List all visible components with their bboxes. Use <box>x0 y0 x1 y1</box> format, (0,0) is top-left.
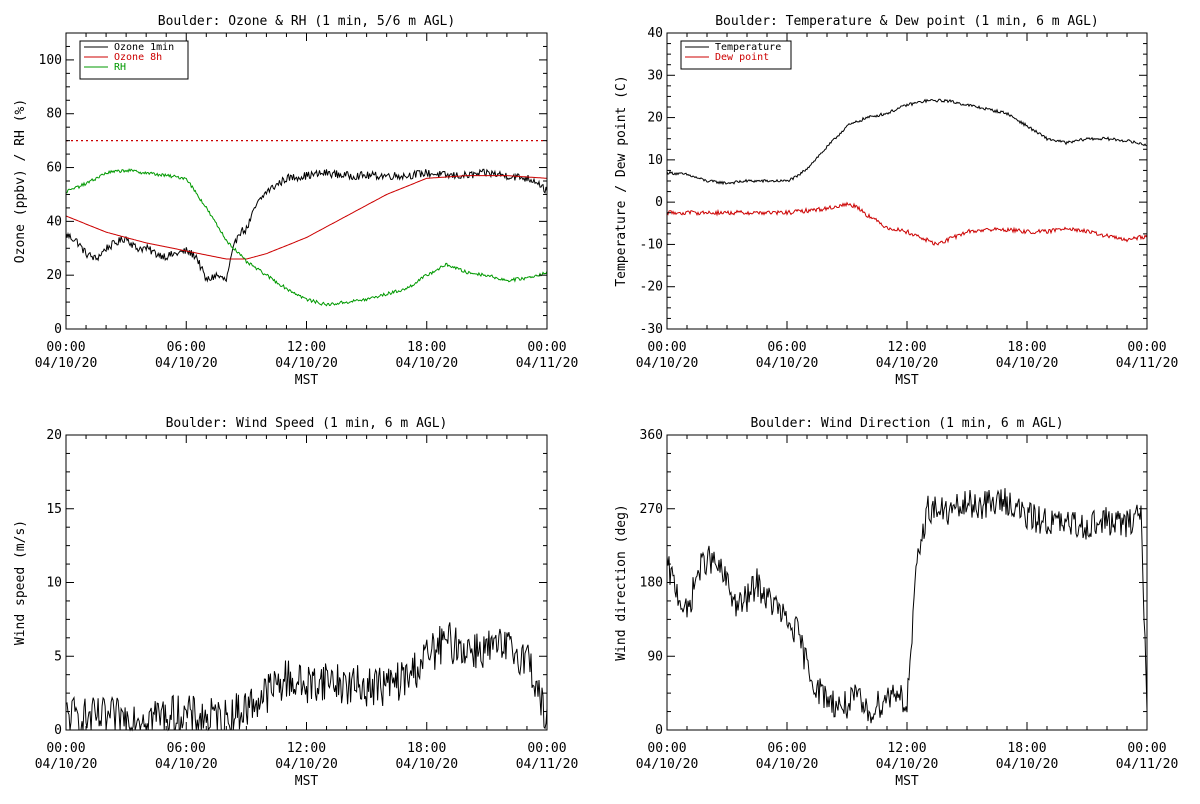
x-tick-label-time: 06:00 <box>167 340 206 355</box>
chart-title: Boulder: Temperature & Dew point (1 min,… <box>715 14 1099 29</box>
chart-title: Boulder: Wind Direction (1 min, 6 m AGL) <box>750 416 1063 431</box>
x-axis-label: MST <box>895 774 919 789</box>
x-tick-label-date: 04/11/20 <box>516 356 579 371</box>
x-tick-label-date: 04/10/20 <box>876 356 939 371</box>
plot-frame <box>666 434 1148 731</box>
y-axis-label: Temperature / Dew point (C) <box>614 75 629 286</box>
x-tick-label-time: 12:00 <box>887 340 926 355</box>
legend-entry-0: Ozone 1min <box>114 42 174 53</box>
x-tick-label-time: 18:00 <box>407 741 446 756</box>
y-tick-label: 10 <box>647 153 663 168</box>
y-tick-label: 360 <box>640 428 663 443</box>
x-tick-label-time: 12:00 <box>287 741 326 756</box>
series-line-1 <box>65 175 548 260</box>
x-tick-label-date: 04/11/20 <box>1116 356 1179 371</box>
x-tick-label-date: 04/10/20 <box>996 757 1059 772</box>
x-tick-label-time: 12:00 <box>287 340 326 355</box>
x-tick-label-date: 04/10/20 <box>636 356 699 371</box>
y-tick-label: 0 <box>655 723 663 738</box>
x-tick-label-date: 04/10/20 <box>155 757 218 772</box>
panel-ozone-rh: Boulder: Ozone & RH (1 min, 5/6 m AGL) Oz… <box>13 14 578 388</box>
x-tick-label-time: 12:00 <box>887 741 926 756</box>
x-tick-label-time: 06:00 <box>767 340 806 355</box>
y-tick-label: 20 <box>647 111 663 126</box>
y-tick-label: -10 <box>640 237 663 252</box>
panel-wind-speed: Boulder: Wind Speed (1 min, 6 m AGL) Wind… <box>13 416 578 789</box>
x-tick-label-time: 00:00 <box>527 741 566 756</box>
y-tick-label: 60 <box>46 161 62 176</box>
x-tick-label-time: 18:00 <box>1007 741 1046 756</box>
plot-frame <box>65 434 548 731</box>
series-line-0 <box>666 488 1148 724</box>
legend-entry-0: Temperature <box>715 42 781 53</box>
y-axis-label: Wind direction (deg) <box>614 504 629 661</box>
x-tick-label-date: 04/11/20 <box>516 757 579 772</box>
y-tick-label: 100 <box>39 53 62 68</box>
x-tick-label-date: 04/10/20 <box>395 356 458 371</box>
x-tick-label-date: 04/10/20 <box>756 757 819 772</box>
y-tick-label: 10 <box>46 576 62 591</box>
x-tick-label-time: 00:00 <box>647 741 686 756</box>
x-tick-label-date: 04/10/20 <box>395 757 458 772</box>
x-axis-label: MST <box>895 373 919 388</box>
series-line-1 <box>666 201 1148 246</box>
y-tick-label: 90 <box>647 649 663 664</box>
x-tick-label-date: 04/10/20 <box>876 757 939 772</box>
x-tick-label-date: 04/10/20 <box>155 356 218 371</box>
plot-frame <box>666 32 1148 330</box>
y-tick-label: -30 <box>640 322 663 337</box>
y-axis-label: Wind speed (m/s) <box>13 520 28 645</box>
legend-entry-1: Ozone 8h <box>114 52 162 63</box>
x-tick-label-time: 00:00 <box>527 340 566 355</box>
x-tick-label-time: 06:00 <box>767 741 806 756</box>
y-tick-label: 180 <box>640 576 663 591</box>
y-axis-label: Ozone (ppbv) / RH (%) <box>13 99 28 263</box>
y-tick-label: 40 <box>46 214 62 229</box>
x-tick-label-date: 04/10/20 <box>275 757 338 772</box>
y-tick-label: 15 <box>46 502 62 517</box>
legend-entry-1: Dew point <box>715 52 769 63</box>
x-tick-label-time: 00:00 <box>647 340 686 355</box>
y-tick-label: 0 <box>655 195 663 210</box>
x-tick-label-date: 04/11/20 <box>1116 757 1179 772</box>
y-tick-label: 30 <box>647 68 663 83</box>
x-axis-label: MST <box>295 373 319 388</box>
x-tick-label-time: 18:00 <box>407 340 446 355</box>
y-tick-label: 20 <box>46 428 62 443</box>
y-tick-label: 0 <box>54 322 62 337</box>
x-tick-label-date: 04/10/20 <box>275 356 338 371</box>
legend-box <box>680 40 792 70</box>
panel-temperature-dewpoint: Boulder: Temperature & Dew point (1 min,… <box>614 14 1178 388</box>
series-line-0 <box>65 622 548 732</box>
chart-title: Boulder: Ozone & RH (1 min, 5/6 m AGL) <box>158 14 455 29</box>
y-tick-label: 80 <box>46 107 62 122</box>
y-tick-label: -20 <box>640 280 663 295</box>
y-tick-label: 20 <box>46 268 62 283</box>
x-tick-label-date: 04/10/20 <box>35 757 98 772</box>
x-tick-label-time: 00:00 <box>1127 340 1166 355</box>
x-tick-label-time: 18:00 <box>1007 340 1046 355</box>
series-line-0 <box>65 168 548 283</box>
legend-entry-2: RH <box>114 62 126 73</box>
x-tick-label-date: 04/10/20 <box>996 356 1059 371</box>
x-tick-label-date: 04/10/20 <box>756 356 819 371</box>
panel-wind-direction: Boulder: Wind Direction (1 min, 6 m AGL)… <box>614 416 1178 789</box>
x-axis-label: MST <box>295 774 319 789</box>
y-tick-label: 0 <box>54 723 62 738</box>
y-tick-label: 40 <box>647 26 663 41</box>
y-tick-label: 5 <box>54 649 62 664</box>
series-line-2 <box>65 168 548 307</box>
chart-title: Boulder: Wind Speed (1 min, 6 m AGL) <box>166 416 448 431</box>
series-line-0 <box>666 98 1148 186</box>
x-tick-label-time: 00:00 <box>46 741 85 756</box>
x-tick-label-time: 00:00 <box>1127 741 1166 756</box>
y-tick-label: 270 <box>640 502 663 517</box>
x-tick-label-date: 04/10/20 <box>636 757 699 772</box>
x-tick-label-time: 06:00 <box>167 741 206 756</box>
x-tick-label-date: 04/10/20 <box>35 356 98 371</box>
x-tick-label-time: 00:00 <box>46 340 85 355</box>
